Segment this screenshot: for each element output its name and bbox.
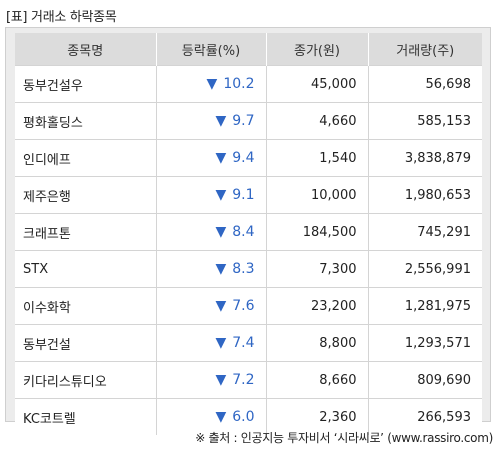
close-price: 4,660 bbox=[265, 102, 368, 140]
down-arrow-icon: ▼ bbox=[215, 409, 227, 425]
change-rate: ▼ 9.1 bbox=[155, 176, 266, 214]
trading-volume: 266,593 bbox=[367, 398, 482, 435]
change-rate: ▼ 7.6 bbox=[155, 287, 266, 325]
table-row: 평화홀딩스 ▼ 9.7 4,660 585,153 bbox=[15, 102, 482, 140]
stock-name: 동부건설우 bbox=[15, 65, 156, 103]
close-price: 7,300 bbox=[265, 250, 368, 288]
change-rate: ▼ 6.0 bbox=[155, 398, 266, 435]
stock-name: 평화홀딩스 bbox=[15, 102, 156, 140]
close-price: 23,200 bbox=[265, 287, 368, 325]
stock-name: STX bbox=[15, 250, 156, 288]
stock-name: KC코트렐 bbox=[15, 398, 156, 435]
close-price: 184,500 bbox=[265, 213, 368, 251]
trading-volume: 1,281,975 bbox=[367, 287, 482, 325]
change-rate-value: 8.3 bbox=[232, 261, 255, 277]
table-row: 이수화학 ▼ 7.6 23,200 1,281,975 bbox=[15, 287, 482, 325]
change-rate: ▼ 8.4 bbox=[155, 213, 266, 251]
down-arrow-icon: ▼ bbox=[215, 224, 227, 240]
trading-volume: 809,690 bbox=[367, 361, 482, 399]
change-rate-value: 9.4 bbox=[232, 150, 255, 166]
down-arrow-icon: ▼ bbox=[215, 335, 227, 351]
close-price: 45,000 bbox=[265, 65, 368, 103]
close-price: 8,660 bbox=[265, 361, 368, 399]
down-arrow-icon: ▼ bbox=[215, 372, 227, 388]
change-rate: ▼ 9.4 bbox=[155, 139, 266, 177]
table-row: 동부건설 ▼ 7.4 8,800 1,293,571 bbox=[15, 324, 482, 362]
table-header-row: 종목명 등락률(%) 종가(원) 거래량(주) bbox=[15, 33, 482, 66]
table-row: KC코트렐 ▼ 6.0 2,360 266,593 bbox=[15, 398, 482, 435]
falling-stocks-table: 종목명 등락률(%) 종가(원) 거래량(주) 동부건설우 ▼ 10.2 45,000… bbox=[15, 33, 482, 435]
stock-name: 제주은행 bbox=[15, 176, 156, 214]
change-rate-value: 7.6 bbox=[232, 298, 255, 314]
stock-name: 인디에프 bbox=[15, 139, 156, 177]
table-row: 크래프톤 ▼ 8.4 184,500 745,291 bbox=[15, 213, 482, 251]
stock-name: 이수화학 bbox=[15, 287, 156, 325]
trading-volume: 745,291 bbox=[367, 213, 482, 251]
close-price: 2,360 bbox=[265, 398, 368, 435]
down-arrow-icon: ▼ bbox=[206, 76, 218, 92]
stock-name: 크래프톤 bbox=[15, 213, 156, 251]
down-arrow-icon: ▼ bbox=[215, 261, 227, 277]
change-rate-value: 9.1 bbox=[232, 187, 255, 203]
header-stock-name: 종목명 bbox=[15, 33, 156, 66]
table-row: 제주은행 ▼ 9.1 10,000 1,980,653 bbox=[15, 176, 482, 214]
trading-volume: 585,153 bbox=[367, 102, 482, 140]
down-arrow-icon: ▼ bbox=[215, 113, 227, 129]
change-rate-value: 10.2 bbox=[223, 76, 255, 92]
source-note: ※ 출처 : 인공지능 투자비서 ‘시라씨로’ (www.rassiro.com… bbox=[195, 431, 493, 445]
trading-volume: 1,980,653 bbox=[367, 176, 482, 214]
change-rate: ▼ 7.2 bbox=[155, 361, 266, 399]
change-rate: ▼ 9.7 bbox=[155, 102, 266, 140]
change-rate-value: 7.4 bbox=[232, 335, 255, 351]
trading-volume: 1,293,571 bbox=[367, 324, 482, 362]
table-row: STX ▼ 8.3 7,300 2,556,991 bbox=[15, 250, 482, 288]
trading-volume: 2,556,991 bbox=[367, 250, 482, 288]
close-price: 1,540 bbox=[265, 139, 368, 177]
close-price: 8,800 bbox=[265, 324, 368, 362]
down-arrow-icon: ▼ bbox=[215, 187, 227, 203]
page-title: [표] 거래소 하락종목 bbox=[6, 10, 117, 25]
header-close-price: 종가(원) bbox=[265, 33, 368, 66]
change-rate-value: 7.2 bbox=[232, 372, 255, 388]
table-row: 인디에프 ▼ 9.4 1,540 3,838,879 bbox=[15, 139, 482, 177]
change-rate-value: 9.7 bbox=[232, 113, 255, 129]
trading-volume: 56,698 bbox=[367, 65, 482, 103]
stock-name: 동부건설 bbox=[15, 324, 156, 362]
table-row: 키다리스튜디오 ▼ 7.2 8,660 809,690 bbox=[15, 361, 482, 399]
down-arrow-icon: ▼ bbox=[215, 150, 227, 166]
change-rate: ▼ 8.3 bbox=[155, 250, 266, 288]
stock-name: 키다리스튜디오 bbox=[15, 361, 156, 399]
trading-volume: 3,838,879 bbox=[367, 139, 482, 177]
change-rate: ▼ 10.2 bbox=[155, 65, 266, 103]
table-row: 동부건설우 ▼ 10.2 45,000 56,698 bbox=[15, 65, 482, 103]
header-change-rate: 등락률(%) bbox=[155, 33, 266, 66]
down-arrow-icon: ▼ bbox=[215, 298, 227, 314]
change-rate-value: 8.4 bbox=[232, 224, 255, 240]
header-volume: 거래량(주) bbox=[367, 33, 482, 66]
change-rate: ▼ 7.4 bbox=[155, 324, 266, 362]
change-rate-value: 6.0 bbox=[232, 409, 255, 425]
close-price: 10,000 bbox=[265, 176, 368, 214]
